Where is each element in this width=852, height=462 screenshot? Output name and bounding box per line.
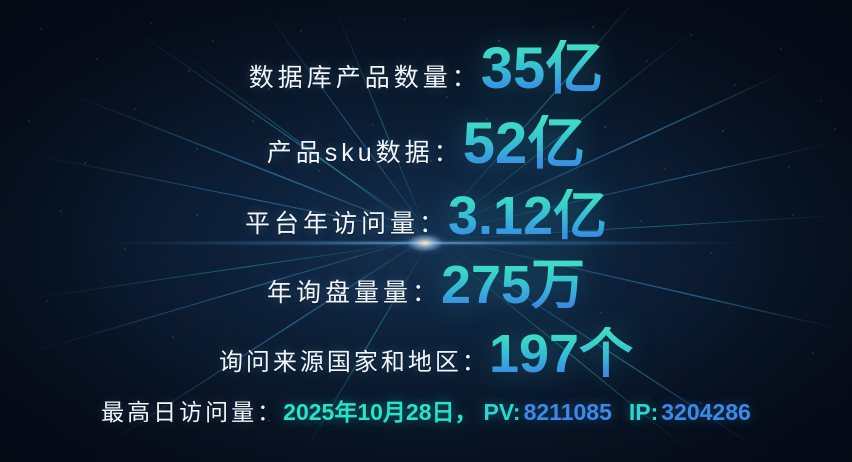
stat-row-product-sku: 产品sku数据： 52亿	[266, 111, 586, 176]
stat-value: 35亿	[480, 36, 604, 101]
stat-label: 产品sku数据：	[266, 139, 463, 167]
stat-row-inquiry-countries: 询问来源国家和地区： 197个	[218, 324, 634, 384]
stat-value: 52亿	[462, 111, 586, 176]
stat-value: 197个	[488, 324, 634, 384]
peak-day-label: 最高日访问量：	[101, 399, 284, 425]
stat-row-database-products: 数据库产品数量： 35亿	[248, 36, 604, 101]
metric-ip: IP: 3204286	[629, 401, 751, 424]
metric-ip-value: 3204286	[661, 399, 751, 425]
peak-day-summary: 最高日访问量： 2025年10月28日 ， PV: 8211085 IP: 32…	[101, 401, 751, 424]
stat-label: 数据库产品数量：	[248, 64, 481, 92]
metric-ip-key: IP:	[628, 399, 659, 425]
peak-day-separator: ，	[454, 399, 478, 425]
peak-day-date: 2025年10月28日	[283, 399, 455, 425]
stat-label: 年询盘量量：	[266, 279, 441, 307]
stat-label: 询问来源国家和地区：	[218, 349, 489, 376]
stat-row-annual-visits: 平台年访问量： 3.12亿	[244, 186, 608, 246]
stat-row-annual-inquiries: 年询盘量量： 275万	[266, 255, 586, 315]
stat-label: 平台年访问量：	[244, 210, 448, 238]
metric-pv-key: PV:	[483, 399, 521, 425]
stat-value: 275万	[440, 255, 586, 315]
metric-pv-value: 8211085	[523, 399, 612, 425]
metric-pv: PV: 8211085	[484, 401, 612, 424]
stat-value: 3.12亿	[447, 186, 608, 246]
